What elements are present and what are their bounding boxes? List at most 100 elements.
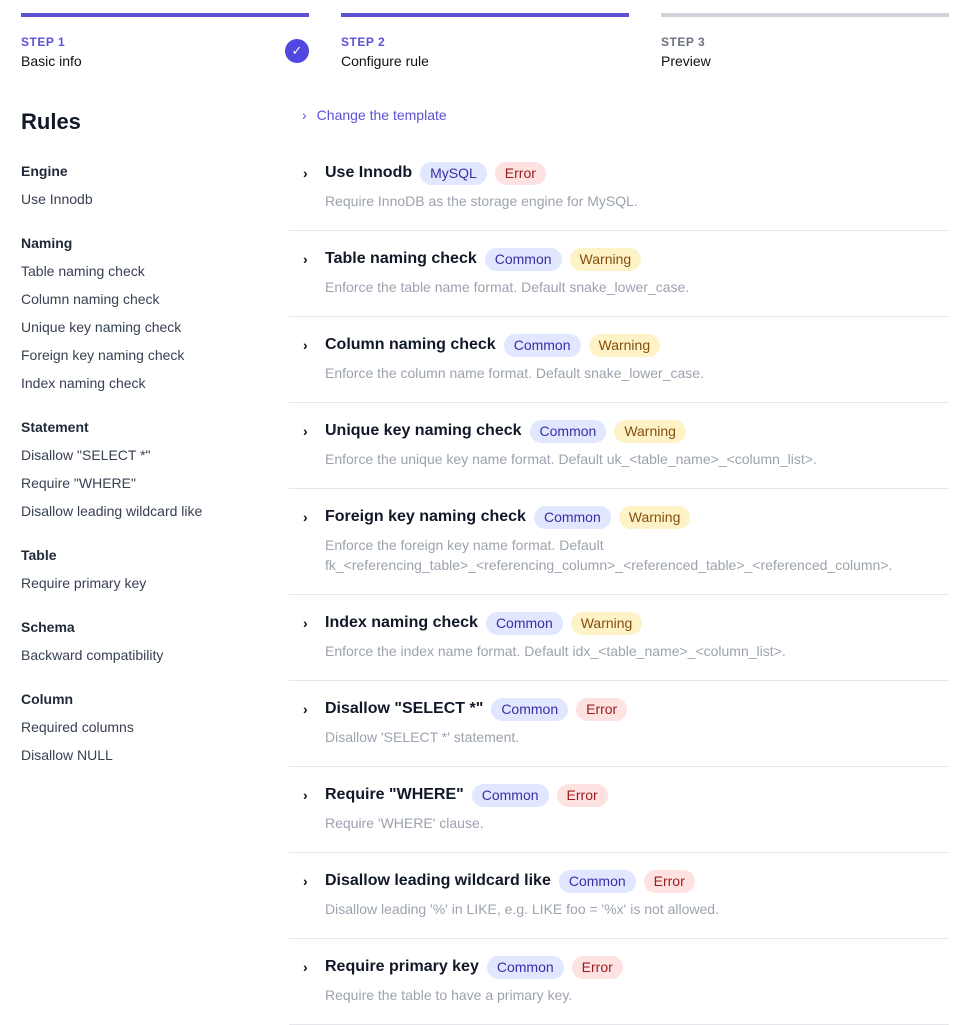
rule-row[interactable]: › Foreign key naming check Common Warning En…	[289, 489, 949, 595]
rule-description: Enforce the index name format. Default i…	[325, 641, 949, 661]
rule-description: Enforce the table name format. Default s…	[325, 277, 949, 297]
sidebar-item[interactable]: Foreign key naming check	[21, 347, 185, 363]
sidebar-item[interactable]: Disallow "SELECT *"	[21, 447, 151, 463]
rule-title-line: › Disallow leading wildcard like Common Err…	[303, 869, 949, 893]
rule-description: Require the table to have a primary key.	[325, 985, 949, 1005]
step-2[interactable]: STEP 2 Configure rule	[341, 13, 629, 72]
sidebar-item[interactable]: Use Innodb	[21, 191, 93, 207]
rule-row[interactable]: › Table naming check Common Warning Enforce …	[289, 231, 949, 317]
sidebar-item[interactable]: Index naming check	[21, 375, 146, 391]
rule-description: Enforce the unique key name format. Defa…	[325, 449, 949, 469]
chevron-right-icon[interactable]: ›	[303, 873, 308, 889]
rule-list: › Use Innodb MySQL Error Require InnoDB as t…	[289, 145, 949, 1025]
engine-badge: Common	[533, 505, 611, 529]
sidebar-group-header: Schema	[21, 619, 75, 635]
level-badge: Error	[494, 161, 546, 185]
rule-row[interactable]: › Require "WHERE" Common Error Require 'WHER…	[289, 767, 949, 853]
engine-badge: Common	[491, 697, 569, 721]
sidebar-item[interactable]: Column naming check	[21, 291, 160, 307]
level-badge: Warning	[588, 333, 661, 357]
description-line: Enforce the foreign key name format. Def…	[325, 537, 604, 553]
sidebar-group-header: Statement	[21, 419, 89, 435]
rule-row[interactable]: › Disallow leading wildcard like Common Err…	[289, 853, 949, 939]
rule-name: Require primary key	[325, 958, 479, 975]
sidebar-group-header: Table	[21, 547, 57, 563]
rule-name: Column naming check	[325, 336, 496, 353]
sidebar-item[interactable]: Unique key naming check	[21, 319, 182, 335]
sidebar-item[interactable]: Require "WHERE"	[21, 475, 136, 491]
sidebar-item[interactable]: Require primary key	[21, 575, 147, 591]
rule-row[interactable]: › Disallow "SELECT *" Common Error Disallow …	[289, 681, 949, 767]
rule-row[interactable]: › Use Innodb MySQL Error Require InnoDB as t…	[289, 145, 949, 231]
level-badge: Warning	[618, 505, 691, 529]
sidebar-group: Statement Disallow "SELECT *" Require "WHE…	[21, 413, 271, 525]
sidebar-group-header: Naming	[21, 235, 73, 251]
engine-badge: Common	[558, 869, 636, 893]
sidebar-item[interactable]: Disallow leading wildcard like	[21, 503, 203, 519]
sidebar-group: Table Require primary key	[21, 541, 271, 597]
rule-row[interactable]: › Column naming check Common Warning Enforce…	[289, 317, 949, 403]
engine-badge: MySQL	[420, 161, 487, 185]
rule-row[interactable]: › Index naming check Common Warning Enforce …	[289, 595, 949, 681]
rule-title-line: › Disallow "SELECT *" Common Error	[303, 697, 949, 721]
chevron-right-icon[interactable]: ›	[303, 337, 308, 353]
chevron-right-icon[interactable]: ›	[303, 509, 308, 525]
description-line: Enforce the column name format. Default …	[325, 365, 704, 381]
rule-description: Require 'WHERE' clause.	[325, 813, 949, 833]
chevron-right-icon[interactable]: ›	[303, 615, 308, 631]
engine-badge: Common	[484, 247, 562, 271]
rule-name: Require "WHERE"	[325, 786, 464, 803]
rule-title-line: › Column naming check Common Warning	[303, 333, 949, 357]
check-icon: ✓	[285, 39, 309, 63]
level-badge: Warning	[570, 611, 643, 635]
rule-name: Table naming check	[325, 250, 477, 267]
step-title: Basic info	[21, 53, 82, 69]
sidebar-item[interactable]: Required columns	[21, 719, 134, 735]
level-badge: Error	[576, 697, 628, 721]
step-number: STEP 1	[21, 35, 66, 49]
level-badge: Warning	[614, 419, 686, 443]
engine-badge: Common	[503, 333, 581, 357]
description-line: Require 'WHERE' clause.	[325, 815, 484, 831]
chevron-right-icon[interactable]: ›	[303, 423, 308, 439]
engine-badge: Common	[486, 955, 564, 979]
rule-title-line: › Foreign key naming check Common Warning	[303, 505, 949, 529]
sidebar-group: Column Required columns Disallow NULL	[21, 685, 271, 769]
sidebar-title: Rules	[21, 109, 81, 134]
description-line: fk_<referencing_table>_<referencing_colu…	[325, 557, 893, 573]
rule-row[interactable]: › Unique key naming check Common Warning Enf…	[289, 403, 949, 489]
description-line: Enforce the unique key name format. Defa…	[325, 451, 817, 467]
rule-name: Disallow leading wildcard like	[325, 872, 551, 889]
rule-title-line: › Table naming check Common Warning	[303, 247, 949, 271]
rule-description: Enforce the foreign key name format. Def…	[325, 535, 949, 575]
rule-description: Disallow leading '%' in LIKE, e.g. LIKE …	[325, 899, 949, 919]
change-template-link[interactable]: › Change the template	[302, 107, 447, 123]
rule-name: Unique key naming check	[325, 422, 522, 439]
sidebar-item[interactable]: Table naming check	[21, 263, 145, 279]
sidebar-item[interactable]: Backward compatibility	[21, 647, 164, 663]
step-1[interactable]: STEP 1 Basic info ✓	[21, 13, 309, 72]
rule-title-line: › Use Innodb MySQL Error	[303, 161, 949, 185]
sidebar-group: Engine Use Innodb	[21, 157, 271, 213]
chevron-right-icon[interactable]: ›	[303, 251, 308, 267]
level-badge: Error	[643, 869, 695, 893]
rule-name: Foreign key naming check	[325, 508, 526, 525]
stepper: STEP 1 Basic info ✓ STEP 2 Configure rule STE…	[21, 13, 949, 72]
step-3[interactable]: STEP 3 Preview	[661, 13, 949, 72]
description-line: Enforce the index name format. Default i…	[325, 643, 786, 659]
description-line: Disallow leading '%' in LIKE, e.g. LIKE …	[325, 901, 719, 917]
rule-row[interactable]: › Require primary key Common Error Require t…	[289, 939, 949, 1025]
engine-badge: Common	[471, 783, 549, 807]
sidebar-item[interactable]: Disallow NULL	[21, 747, 113, 763]
chevron-right-icon[interactable]: ›	[303, 165, 308, 181]
sidebar-group: Schema Backward compatibility	[21, 613, 271, 669]
chevron-right-icon[interactable]: ›	[303, 701, 308, 717]
rule-name: Disallow "SELECT *"	[325, 700, 484, 717]
step-number: STEP 3	[661, 35, 706, 49]
chevron-right-icon[interactable]: ›	[303, 959, 308, 975]
sidebar-group-header: Column	[21, 691, 74, 707]
sidebar-group: Naming Table naming check Column naming ch…	[21, 229, 271, 397]
step-title: Configure rule	[341, 53, 429, 69]
step-number: STEP 2	[341, 35, 386, 49]
chevron-right-icon[interactable]: ›	[303, 787, 308, 803]
